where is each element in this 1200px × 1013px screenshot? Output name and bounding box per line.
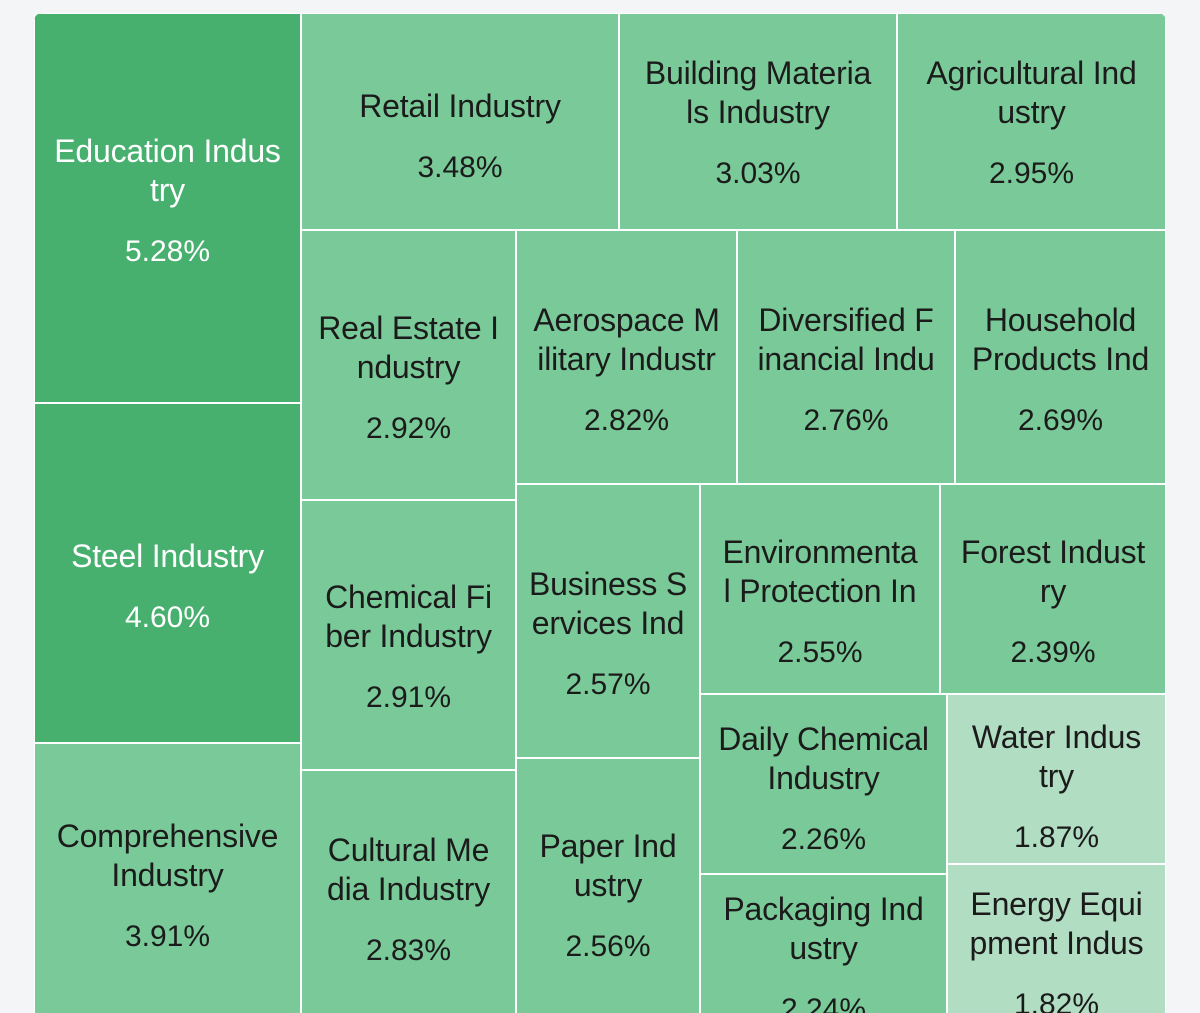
tile-percent: 1.87%	[1013, 821, 1100, 854]
tile-label: Business S ervices Ind	[528, 566, 688, 641]
tile-daily-chemical-industry[interactable]: Daily Chemical Industry 2.26%	[700, 694, 947, 874]
tile-label: Cultural Me dia Industry	[326, 832, 491, 907]
tile-packaging-industry[interactable]: Packaging Ind ustry 2.24%	[700, 874, 947, 1013]
tile-building-materials-industry[interactable]: Building Materia ls Industry 3.03%	[619, 13, 897, 230]
tile-percent: 4.60%	[124, 601, 211, 634]
tile-label: Daily Chemical Industry	[718, 721, 929, 796]
tile-environmental-protection-industry[interactable]: Environmenta l Protection In 2.55%	[700, 484, 940, 694]
tile-label: Real Estate I ndustry	[318, 310, 499, 385]
tile-education-industry[interactable]: Education Indus try 5.28%	[34, 13, 301, 403]
tile-diversified-financial-industry[interactable]: Diversified F inancial Indu 2.76%	[737, 230, 955, 484]
tile-energy-equipment-industry[interactable]: Energy Equi pment Indus 1.82%	[947, 864, 1166, 1013]
tile-percent: 2.82%	[583, 404, 670, 437]
tile-household-products-industry[interactable]: Household Products Ind 2.69%	[955, 230, 1166, 484]
tile-label: Environmenta l Protection In	[722, 534, 918, 609]
tile-steel-industry[interactable]: Steel Industry 4.60%	[34, 403, 301, 743]
tile-percent: 2.39%	[1010, 636, 1096, 669]
tile-cultural-media-industry[interactable]: Cultural Me dia Industry 2.83%	[301, 770, 516, 1013]
tile-aerospace-military-industry[interactable]: Aerospace M ilitary Industr 2.82%	[516, 230, 737, 484]
tile-label: Aerospace M ilitary Industr	[533, 302, 720, 377]
tile-percent: 3.91%	[124, 920, 211, 953]
tile-label: Packaging Ind ustry	[723, 891, 924, 966]
tile-percent: 2.83%	[365, 934, 452, 967]
tile-label: Building Materia ls Industry	[644, 55, 872, 130]
tile-label: Education Indus try	[54, 133, 281, 208]
tile-real-estate-industry[interactable]: Real Estate I ndustry 2.92%	[301, 230, 516, 500]
tile-paper-industry[interactable]: Paper Ind ustry 2.56%	[516, 758, 700, 1013]
tile-percent: 1.82%	[1013, 988, 1100, 1013]
tile-retail-industry[interactable]: Retail Industry 3.48%	[301, 13, 619, 230]
tile-label: Household Products Ind	[971, 302, 1150, 377]
tile-label: Retail Industry	[359, 88, 561, 124]
tile-percent: 2.91%	[365, 681, 452, 714]
tile-percent: 3.03%	[715, 157, 801, 190]
tile-chemical-fiber-industry[interactable]: Chemical Fi ber Industry 2.91%	[301, 500, 516, 770]
tile-label: Paper Ind ustry	[539, 828, 677, 903]
tile-label: Diversified F inancial Indu	[757, 302, 935, 377]
tile-percent: 2.55%	[777, 636, 863, 669]
tile-business-services-industry[interactable]: Business S ervices Ind 2.57%	[516, 484, 700, 758]
tile-label: Agricultural Ind ustry	[926, 55, 1137, 130]
industry-treemap: Education Indus try 5.28% Steel Industry…	[34, 13, 1166, 1013]
tile-percent: 2.95%	[988, 157, 1075, 190]
tile-label: Chemical Fi ber Industry	[325, 579, 492, 654]
tile-label: Forest Indust ry	[960, 534, 1146, 609]
tile-percent: 5.28%	[124, 235, 211, 268]
tile-label: Water Indus try	[971, 719, 1142, 794]
tile-percent: 2.24%	[780, 993, 867, 1013]
tile-percent: 2.56%	[565, 930, 651, 963]
tile-comprehensive-industry[interactable]: Comprehensive Industry 3.91%	[34, 743, 301, 1013]
tile-percent: 3.48%	[417, 151, 503, 184]
tile-percent: 2.57%	[565, 668, 651, 701]
tile-label: Steel Industry	[71, 538, 264, 574]
tile-label: Energy Equi pment Indus	[969, 886, 1144, 961]
tile-percent: 2.26%	[780, 823, 867, 856]
tile-forest-industry[interactable]: Forest Indust ry 2.39%	[940, 484, 1166, 694]
tile-percent: 2.76%	[803, 404, 889, 437]
tile-water-industry[interactable]: Water Indus try 1.87%	[947, 694, 1166, 864]
tile-percent: 2.92%	[365, 412, 452, 445]
tile-percent: 2.69%	[1017, 404, 1104, 437]
tile-agricultural-industry[interactable]: Agricultural Ind ustry 2.95%	[897, 13, 1166, 230]
tile-label: Comprehensive Industry	[56, 818, 279, 893]
